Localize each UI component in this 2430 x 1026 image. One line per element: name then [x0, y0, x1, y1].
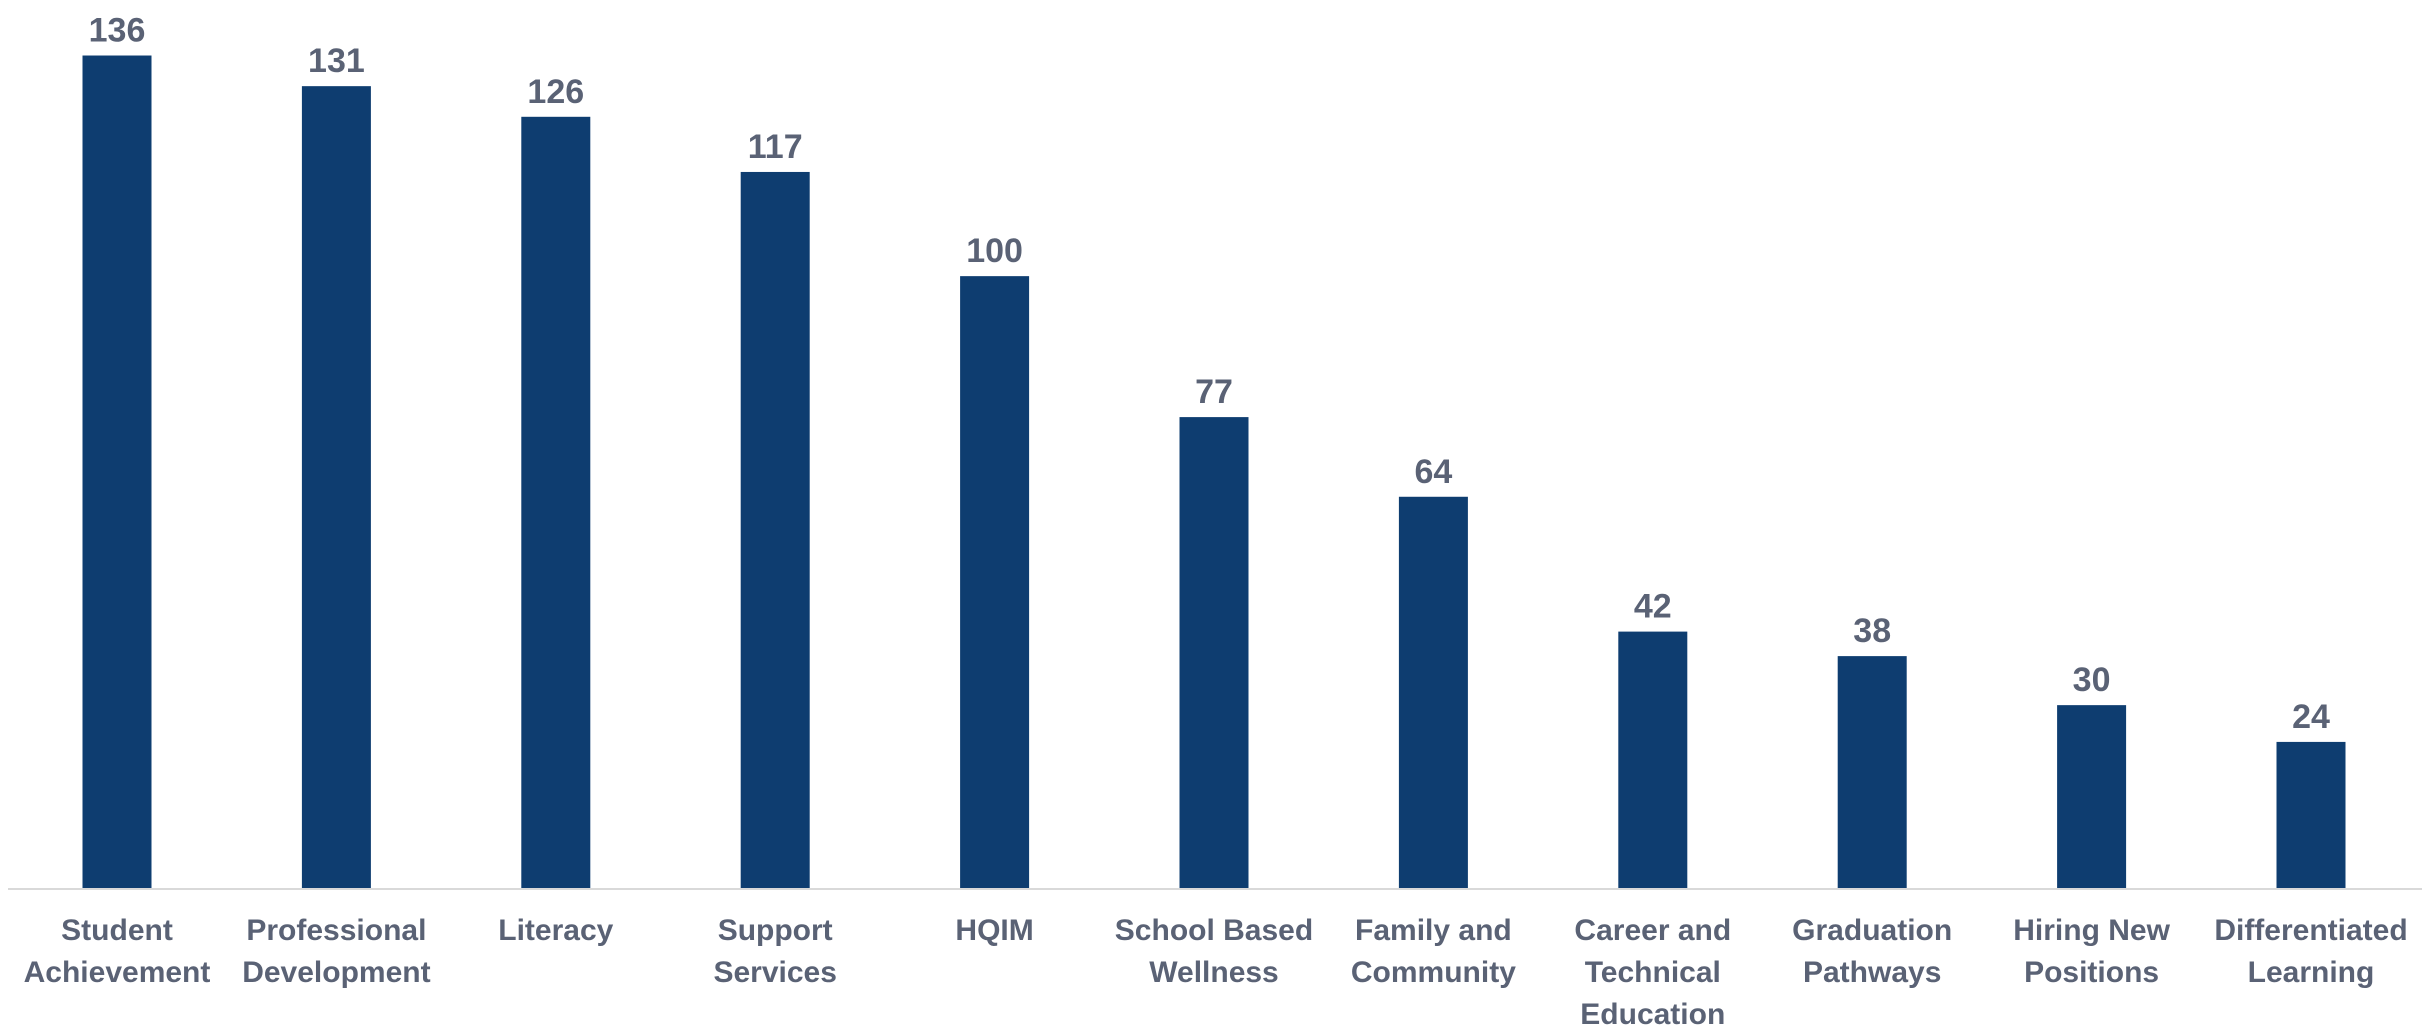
bar	[301, 86, 371, 889]
bar	[1618, 631, 1688, 889]
bar	[2276, 741, 2346, 889]
bar	[1179, 417, 1249, 889]
bar	[82, 55, 152, 890]
x-tick-label: Literacy	[498, 914, 614, 947]
value-label: 64	[1414, 453, 1452, 491]
value-label: 30	[2073, 661, 2111, 699]
x-tick-label: Hiring New Positions	[2013, 914, 2170, 989]
x-tick-label: Family and Community	[1350, 914, 1516, 989]
value-label: 100	[966, 232, 1023, 270]
bar	[1837, 656, 1907, 889]
x-tick-label: Student Achievement	[23, 914, 211, 989]
bar	[2057, 705, 2127, 889]
x-tick-label: Support Services	[713, 914, 837, 989]
bar	[740, 171, 810, 889]
x-tick-label: Differentiated Learning	[2214, 914, 2408, 989]
value-label: 42	[1634, 588, 1672, 626]
value-label: 38	[1853, 612, 1891, 650]
bar	[1398, 496, 1468, 889]
x-tick-label: Professional Development	[242, 914, 431, 989]
x-tick-label: Career and Technical Education	[1574, 914, 1732, 1026]
bar	[521, 116, 591, 890]
x-tick-label: HQIM	[955, 914, 1034, 947]
x-tick-label: Graduation Pathways	[1792, 914, 1953, 989]
value-label: 24	[2292, 698, 2330, 736]
value-label: 126	[527, 73, 584, 111]
x-tick-label: School Based Wellness	[1114, 914, 1314, 989]
value-label: 131	[308, 42, 365, 80]
bar	[960, 276, 1030, 890]
value-label: 136	[89, 12, 146, 50]
value-label: 77	[1195, 373, 1233, 411]
value-label: 117	[748, 128, 803, 166]
